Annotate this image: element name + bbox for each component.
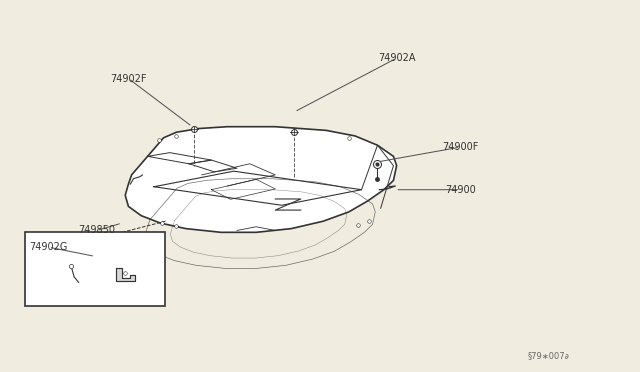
Text: 749850: 749850 xyxy=(78,225,115,235)
Text: 74902G: 74902G xyxy=(29,242,68,252)
Polygon shape xyxy=(125,127,397,232)
Polygon shape xyxy=(116,267,135,280)
Text: §79∗007∂: §79∗007∂ xyxy=(527,351,570,360)
Text: 74900F: 74900F xyxy=(442,142,479,152)
Bar xyxy=(25,232,166,307)
Text: 74902F: 74902F xyxy=(110,74,147,84)
Text: 74900: 74900 xyxy=(445,185,476,195)
Text: 74902A: 74902A xyxy=(378,53,415,63)
